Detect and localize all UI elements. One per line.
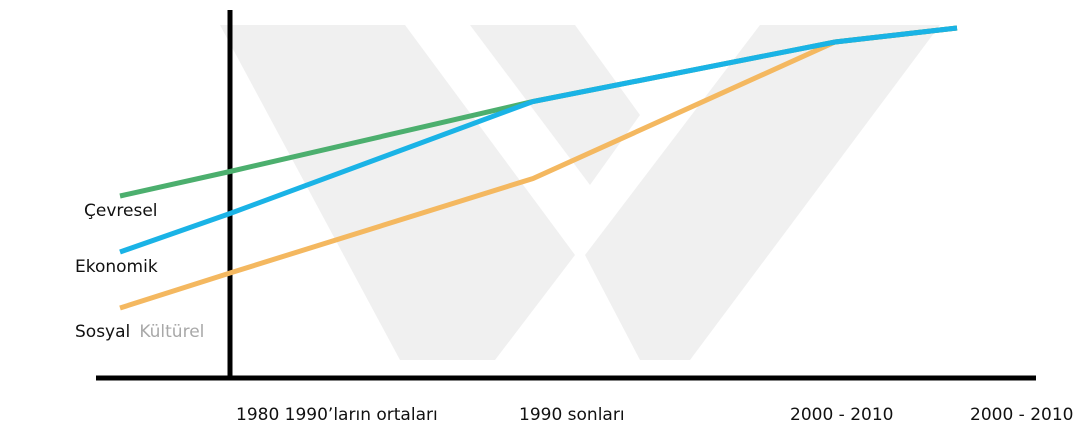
series-line xyxy=(119,25,958,255)
x-tick-labels: 1980 1990’ların ortaları 1990 sonları 20… xyxy=(236,405,1073,425)
watermark-shape-center xyxy=(470,25,640,185)
watermark-shape-right xyxy=(585,25,940,360)
series-labels: Çevresel Ekonomik Sosyal Kültürel xyxy=(75,201,204,342)
x-tick-label: 1980 1990’ların ortaları xyxy=(236,405,438,425)
series-label-kulturel: Kültürel xyxy=(139,322,204,342)
series-label-cevresel: Çevresel xyxy=(84,201,158,221)
x-tick-label: 2000 - 2010 xyxy=(970,405,1073,425)
watermark-logo xyxy=(220,25,940,360)
series-layer xyxy=(119,25,958,311)
watermark-shape-left xyxy=(220,25,575,360)
series-label-sosyal-kulturel: Sosyal Kültürel xyxy=(75,322,204,342)
series-label-ekonomik: Ekonomik xyxy=(75,257,158,277)
series-label-sosyal: Sosyal xyxy=(75,322,130,342)
x-tick-label: 1990 sonları xyxy=(519,405,625,425)
x-tick-label: 2000 - 2010 xyxy=(790,405,893,425)
